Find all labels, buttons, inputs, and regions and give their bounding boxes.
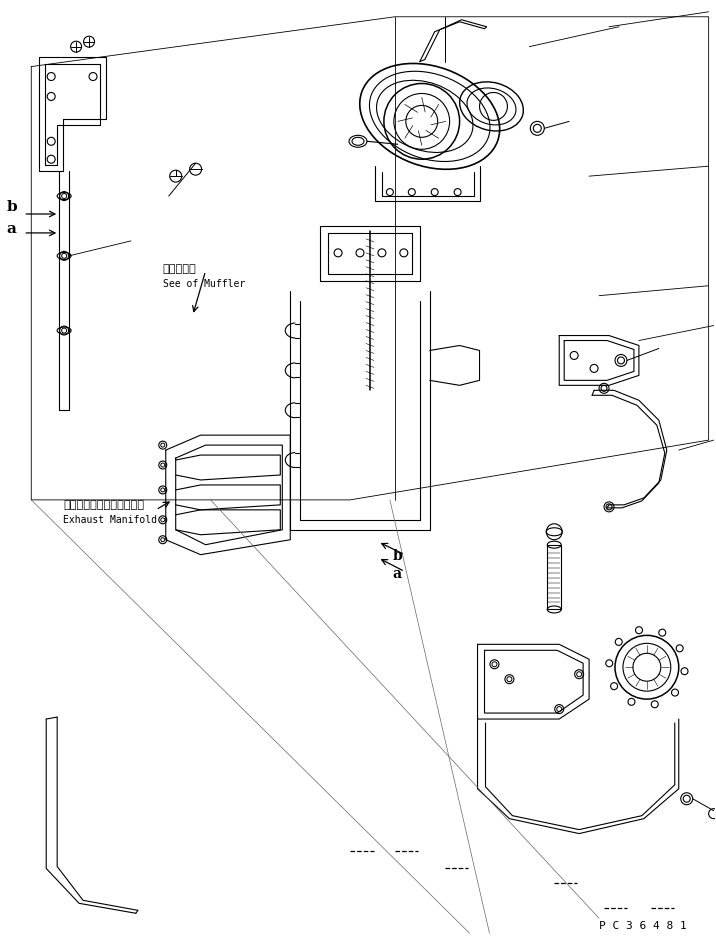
Text: マフラ参照: マフラ参照	[163, 264, 196, 273]
Text: a: a	[393, 567, 402, 581]
Text: See of Muffler: See of Muffler	[163, 279, 245, 289]
Text: P C 3 6 4 8 1: P C 3 6 4 8 1	[599, 921, 687, 932]
Text: Exhaust Manifold: Exhaust Manifold	[63, 515, 157, 525]
Text: エキゾーストマニホールド: エキゾーストマニホールド	[63, 500, 144, 510]
Text: a: a	[6, 222, 16, 236]
Text: b: b	[6, 200, 17, 214]
Text: b: b	[393, 549, 402, 563]
